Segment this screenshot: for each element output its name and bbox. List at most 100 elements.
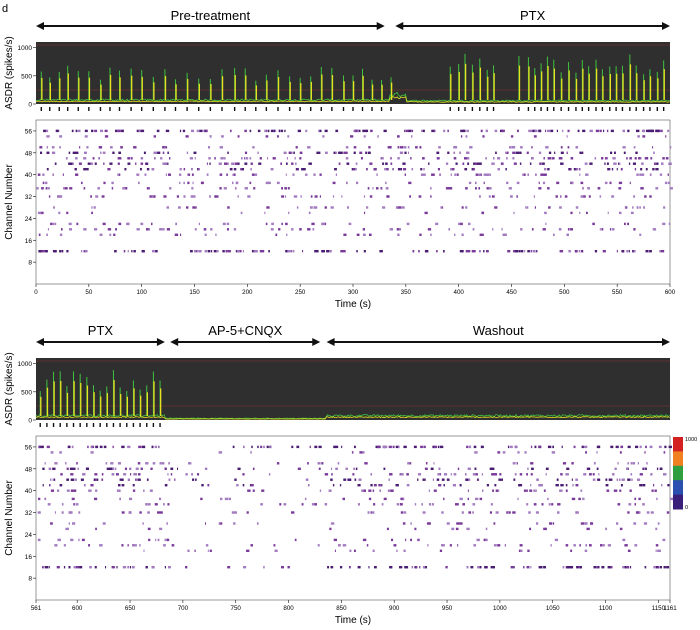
raster-mark: [454, 233, 456, 236]
raster-mark: [203, 129, 207, 133]
raster-mark: [364, 211, 366, 215]
raster-mark: [534, 206, 536, 209]
raster-mark: [508, 511, 511, 514]
raster-mark: [287, 250, 291, 253]
raster-mark: [188, 462, 192, 465]
raster-mark: [464, 168, 468, 171]
raster-mark: [59, 451, 62, 454]
raster-mark: [655, 187, 659, 190]
raster-mark: [568, 168, 571, 171]
raster-mark: [140, 222, 144, 226]
raster-mark: [78, 162, 82, 165]
raster-mark: [589, 544, 592, 547]
raster-mark: [120, 146, 123, 149]
raster-mark: [138, 473, 141, 476]
raster-mark: [349, 566, 351, 569]
raster-mark: [291, 445, 294, 449]
raster-mark: [213, 250, 217, 253]
raster-mark: [95, 445, 98, 449]
raster-mark: [216, 250, 219, 253]
raster-mark: [260, 445, 263, 449]
raster-mark: [407, 146, 410, 149]
raster-mark: [458, 222, 462, 226]
raster-mark: [552, 445, 554, 449]
raster-mark: [624, 206, 627, 209]
burst-marker: [58, 107, 60, 111]
raster-mark: [266, 445, 269, 449]
raster-mark: [244, 162, 248, 165]
burst-marker: [130, 107, 132, 111]
raster-mark: [550, 544, 552, 547]
raster-mark: [474, 467, 477, 470]
raster-mark: [596, 451, 598, 454]
raster-mark: [506, 181, 509, 185]
raster-mark: [643, 206, 645, 209]
raster-mark: [389, 146, 392, 149]
raster-mark: [83, 157, 87, 160]
raster-mark: [42, 566, 44, 569]
raster-mark: [124, 250, 126, 253]
raster-mark: [408, 129, 412, 133]
raster-mark: [475, 181, 477, 185]
raster-mark: [658, 549, 661, 552]
raster-mark: [530, 129, 534, 133]
raster-mark: [327, 566, 329, 569]
raster-mark: [71, 538, 74, 542]
raster-mark: [82, 473, 86, 476]
raster-mark: [117, 462, 121, 465]
raster-mark: [420, 445, 423, 449]
raster-mark: [100, 129, 104, 133]
raster-mark: [517, 497, 519, 501]
raster-mark: [586, 467, 591, 470]
raster-mark: [141, 250, 145, 253]
raster-mark: [151, 195, 156, 198]
raster-mark: [58, 211, 61, 215]
raster-mark: [475, 473, 478, 476]
raster-mark: [589, 129, 593, 133]
raster-mark: [362, 228, 365, 231]
raster-mark: [495, 511, 499, 514]
raster-mark: [250, 484, 254, 487]
raster-mark: [167, 473, 169, 476]
raster-mark: [156, 129, 160, 133]
raster-mark: [467, 489, 469, 492]
raster-mark: [335, 129, 339, 133]
raster-mark: [265, 135, 269, 138]
raster-mark: [581, 445, 584, 449]
raster-mark: [599, 129, 602, 133]
raster-mark: [478, 250, 481, 253]
raster-mark: [132, 566, 135, 569]
raster-mark: [191, 473, 193, 476]
colorbar-min-label: 0: [685, 505, 688, 511]
raster-mark: [633, 522, 637, 525]
raster-mark: [368, 146, 371, 149]
raster-mark: [396, 228, 400, 231]
burst-marker: [601, 107, 604, 111]
raster-mark: [577, 129, 580, 133]
asdr-baseline-yellow: [35, 96, 670, 103]
raster-mark: [38, 497, 41, 501]
raster-mark: [604, 181, 608, 185]
raster-mark: [37, 511, 41, 514]
raster-mark: [318, 445, 322, 449]
raster-mark: [366, 544, 369, 547]
raster-mark: [569, 566, 574, 569]
raster-mark: [165, 162, 168, 165]
raster-mark: [364, 462, 368, 465]
raster-mark: [270, 228, 274, 231]
raster-mark: [123, 473, 127, 476]
raster-mark: [270, 168, 274, 171]
raster-mark: [633, 195, 635, 198]
raster-mark: [283, 151, 287, 154]
colorbar-segment: [673, 494, 683, 510]
raster-mark: [160, 511, 163, 514]
raster-mark: [544, 211, 547, 215]
raster-mark: [621, 478, 625, 481]
raster-mark: [280, 162, 282, 165]
raster-mark: [584, 162, 588, 165]
raster-mark: [549, 522, 552, 525]
raster-mark: [619, 451, 622, 454]
raster-mark: [610, 445, 613, 449]
raster-mark: [439, 549, 443, 552]
